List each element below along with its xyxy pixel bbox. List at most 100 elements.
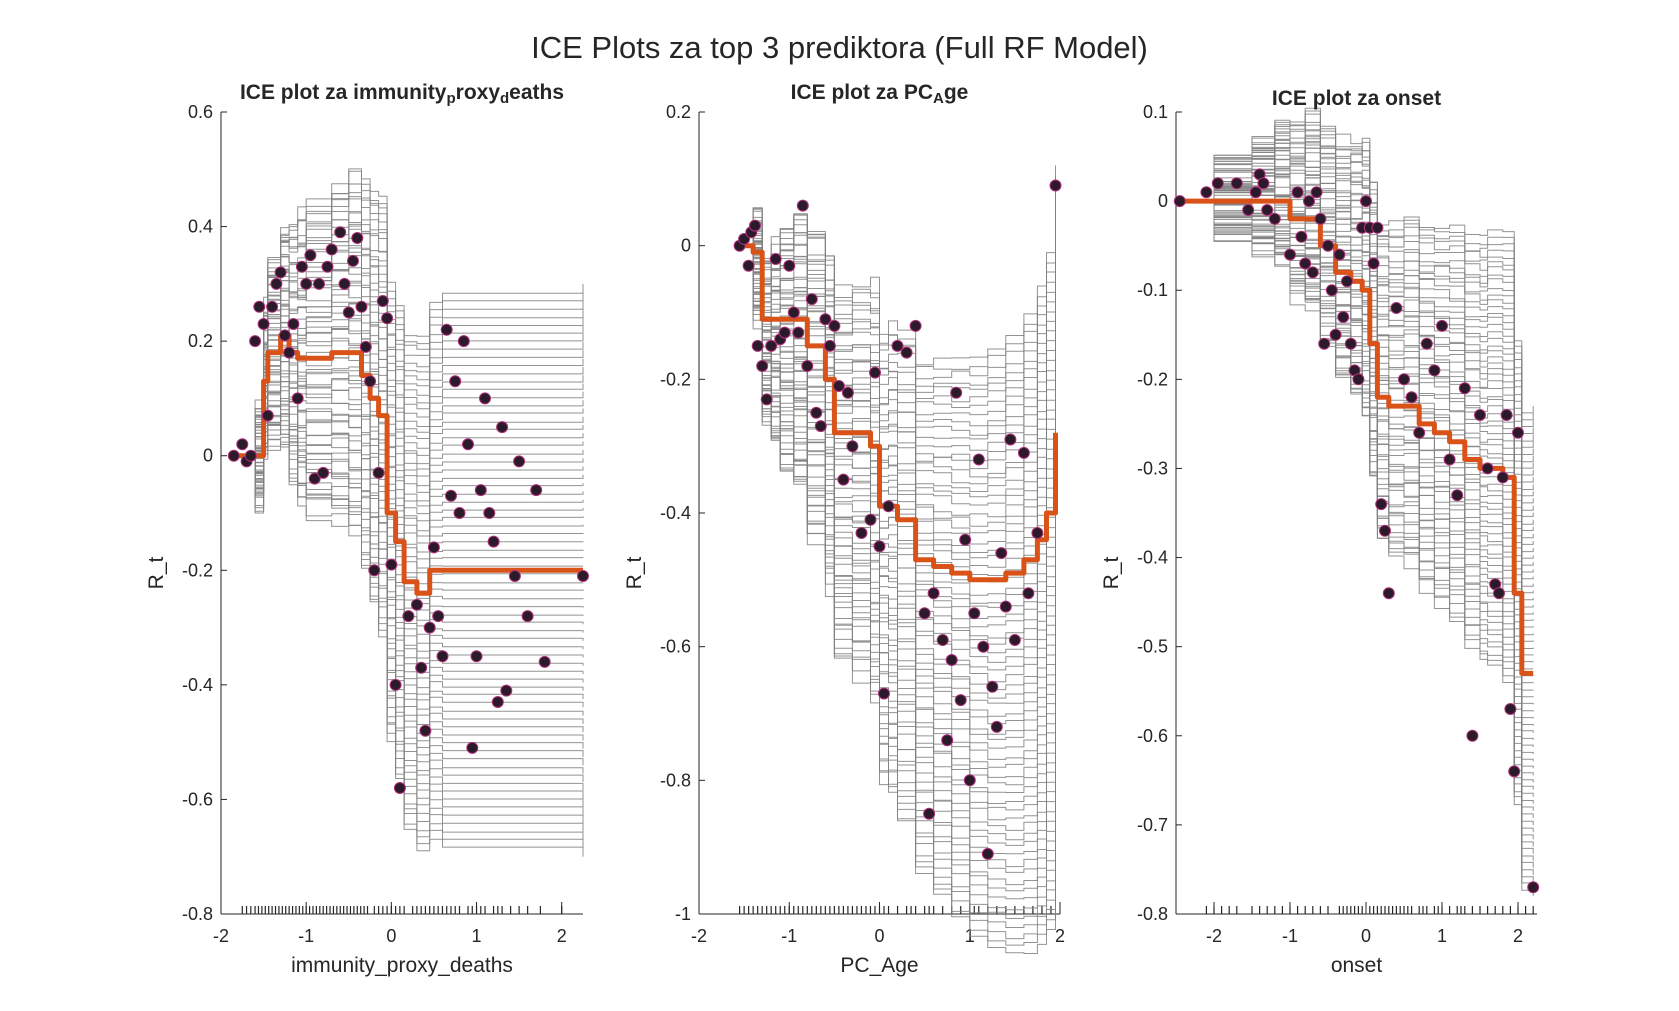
observation-point	[891, 339, 904, 352]
observation-point	[278, 329, 291, 342]
x-tick-label: -2	[691, 926, 707, 946]
observation-point	[427, 541, 440, 554]
observation-point	[1306, 266, 1319, 279]
observation-point	[334, 226, 347, 239]
observation-point	[1344, 337, 1357, 350]
ice-curve	[233, 390, 584, 716]
observation-point	[801, 360, 814, 372]
observation-point	[389, 678, 402, 691]
observation-point	[1379, 524, 1391, 537]
panel-title-part: ICE plot za PC	[791, 81, 933, 104]
observation-point	[479, 392, 491, 405]
ice-curve	[739, 245, 1056, 545]
observation-point	[466, 741, 479, 754]
ice-curve	[233, 381, 584, 689]
observation-point	[1049, 179, 1062, 192]
observation-point	[393, 782, 406, 794]
y-tick-label: -0.8	[660, 770, 691, 790]
observation-point	[227, 449, 240, 462]
observation-point	[1398, 373, 1410, 386]
observation-point	[954, 694, 967, 707]
observation-point	[244, 449, 257, 462]
ice-curve	[233, 330, 583, 592]
observation-point	[981, 847, 994, 860]
observation-point	[402, 610, 415, 623]
observation-point	[995, 547, 1008, 560]
observation-point	[308, 472, 321, 485]
observation-point	[1318, 337, 1331, 350]
y-axis-label: R_t	[623, 556, 646, 589]
observation-point	[796, 199, 809, 212]
y-tick-label: -0.8	[182, 904, 213, 924]
x-tick-label: 1	[1437, 926, 1447, 946]
observation-point	[769, 253, 782, 265]
observation-point	[1295, 230, 1308, 243]
observation-point	[1375, 498, 1388, 511]
ice-curve	[233, 282, 584, 493]
observation-point	[577, 570, 589, 582]
ice-curve	[1179, 158, 1534, 531]
observation-point	[1420, 337, 1433, 350]
observation-point	[496, 421, 509, 434]
observation-point	[300, 277, 313, 290]
y-axis-label: R_t	[145, 556, 168, 589]
observation-point	[410, 598, 423, 611]
observation-point	[819, 313, 832, 326]
observation-point	[236, 438, 249, 451]
observation-point	[415, 661, 428, 674]
panel-title-part: ICE plot za onset	[1272, 87, 1441, 110]
observation-point	[1291, 186, 1304, 199]
y-tick-label: -0.4	[182, 675, 213, 695]
observation-point	[257, 318, 270, 330]
observation-point	[270, 277, 283, 290]
observation-point	[945, 654, 958, 666]
observation-point	[841, 386, 854, 399]
observation-point	[972, 453, 985, 466]
observation-point	[1458, 382, 1471, 395]
observation-point	[787, 306, 800, 319]
x-axis-label: onset	[1331, 954, 1383, 977]
ice-curve	[233, 168, 584, 457]
ice-curve	[233, 381, 584, 710]
observation-point	[1008, 634, 1021, 646]
observation-point	[385, 558, 398, 571]
observation-point	[449, 375, 462, 388]
observation-point	[1200, 186, 1213, 199]
y-tick-label: -0.5	[1137, 637, 1168, 657]
observation-point	[1367, 257, 1380, 270]
x-tick-label: 2	[557, 926, 567, 946]
observation-point	[283, 346, 296, 359]
y-tick-label: 0	[203, 446, 213, 466]
ice-curve	[739, 245, 1056, 654]
observation-point	[873, 540, 886, 553]
observation-point	[1329, 328, 1342, 341]
observation-point	[423, 621, 436, 634]
observation-point	[832, 380, 845, 392]
observation-point	[810, 406, 823, 419]
observation-point	[1390, 302, 1403, 314]
observation-point	[521, 610, 534, 623]
observation-point	[1337, 311, 1350, 323]
y-tick-label: 0.6	[188, 102, 213, 122]
ice-curve	[233, 183, 584, 457]
observation-point	[1371, 221, 1384, 234]
observation-point	[963, 774, 976, 787]
y-tick-label: 0.2	[188, 331, 213, 351]
ice-curve	[233, 255, 584, 465]
x-tick-label: 1	[472, 926, 482, 946]
observation-point	[846, 440, 859, 453]
observation-point	[999, 600, 1012, 613]
observation-point	[1173, 195, 1186, 208]
observation-point	[376, 295, 389, 307]
observation-point	[1481, 462, 1494, 475]
observation-point	[1322, 239, 1334, 252]
ice-curve	[233, 386, 584, 695]
observation-point	[261, 409, 274, 422]
observation-point	[1310, 186, 1323, 199]
observation-point	[1500, 409, 1513, 421]
observation-point	[977, 640, 990, 653]
panel-title-subscript: A	[933, 90, 944, 107]
observation-point	[266, 300, 279, 313]
observation-point	[968, 607, 981, 620]
